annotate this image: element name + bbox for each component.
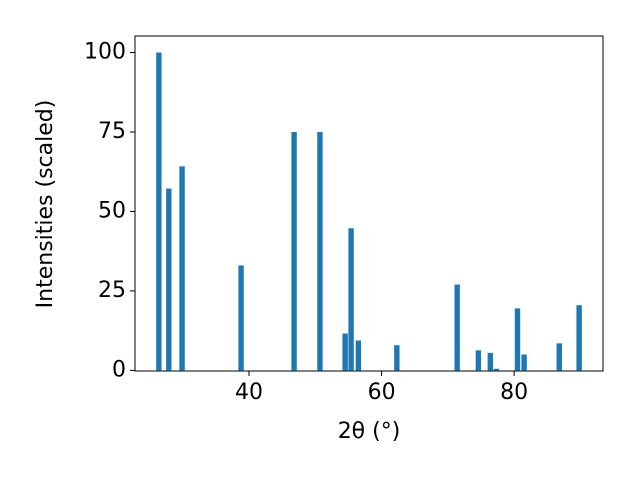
bar [355,340,362,371]
y-tick-label: 75 [98,119,126,144]
bar [576,305,582,371]
bar [487,352,494,371]
bar [156,52,162,371]
x-axis-label: 2θ (°) [338,419,401,444]
plot-frame [134,35,604,372]
y-tick-label: 0 [112,357,126,382]
bar [556,343,562,371]
x-tick-label: 60 [368,380,396,405]
bar [291,131,297,371]
bar [493,368,499,371]
bar [348,228,354,371]
bar [521,354,527,371]
bar [475,350,482,371]
bar [179,166,185,371]
x-tick-label: 40 [235,380,263,405]
bar [166,188,172,371]
y-tick-label: 100 [84,40,126,65]
bar [514,308,521,371]
x-tick-label: 80 [500,380,528,405]
y-tick-label: 50 [98,198,126,223]
bar [342,333,348,371]
y-axis-label: Intensities (scaled) [33,100,58,309]
bar [454,284,460,371]
bar [238,265,244,371]
bar [317,131,323,371]
bar [394,345,400,371]
y-tick-label: 25 [98,278,126,303]
